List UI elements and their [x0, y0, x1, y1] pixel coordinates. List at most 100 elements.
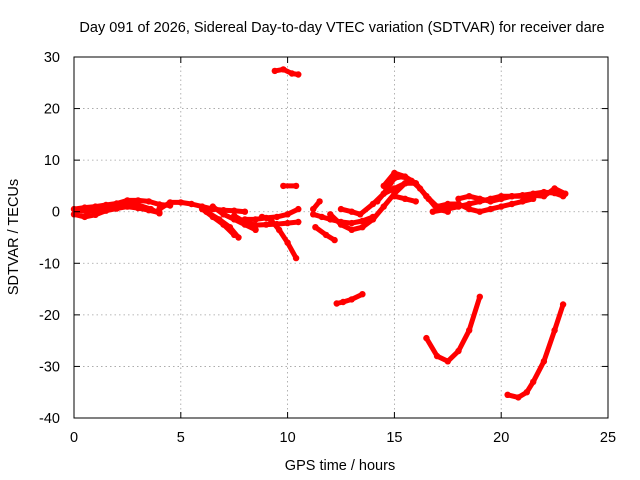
data-point: [455, 200, 462, 208]
data-point: [408, 177, 415, 184]
data-point: [498, 195, 505, 202]
data-point: [429, 208, 436, 215]
data-point: [331, 236, 338, 244]
data-point: [273, 213, 281, 221]
data-point: [444, 205, 451, 213]
data-point: [508, 193, 516, 200]
data-point: [508, 200, 516, 208]
data-point: [498, 203, 505, 210]
data-point: [339, 298, 347, 306]
data-point: [280, 182, 287, 190]
series-arc-24: [434, 196, 536, 215]
data-point: [530, 378, 537, 386]
data-point: [220, 211, 227, 218]
data-point: [96, 205, 103, 213]
data-point: [530, 192, 537, 199]
data-point: [551, 327, 558, 334]
data-point: [348, 208, 355, 215]
data-point: [425, 195, 432, 202]
data-point: [134, 197, 142, 204]
data-point: [231, 212, 238, 219]
data-point: [359, 291, 366, 298]
data-point: [226, 224, 234, 231]
data-point: [252, 226, 259, 233]
x-tick-label: 10: [280, 430, 296, 446]
data-point: [455, 195, 462, 202]
data-point: [401, 180, 409, 187]
data-point: [476, 208, 483, 215]
data-point: [122, 200, 129, 207]
data-point: [380, 203, 387, 210]
data-point: [559, 301, 567, 308]
data-point: [515, 394, 522, 401]
x-tick-label: 20: [493, 430, 509, 446]
data-point: [147, 205, 155, 213]
data-point: [292, 254, 300, 262]
data-point: [284, 219, 291, 227]
data-point: [476, 195, 483, 202]
data-point: [423, 334, 430, 342]
data-point: [466, 327, 473, 334]
data-point: [258, 213, 266, 221]
series-arc-21: [334, 291, 365, 306]
data-point: [203, 208, 210, 215]
data-point: [359, 217, 366, 225]
data-point: [466, 205, 473, 213]
data-point: [310, 205, 317, 213]
data-point: [357, 211, 364, 218]
y-axis-tick-labels: -40 -30 -20 -10 0 10 20 30: [39, 50, 60, 427]
data-point: [391, 193, 398, 200]
data-point: [318, 213, 325, 221]
data-point: [145, 198, 152, 205]
data-point: [209, 203, 216, 210]
data-point: [416, 185, 424, 192]
data-point: [241, 208, 249, 215]
data-point: [391, 185, 398, 192]
data-point: [391, 169, 398, 177]
data-point: [284, 211, 291, 218]
chart-title: Day 091 of 2026, Sidereal Day-to-day VTE…: [79, 20, 604, 36]
y-tick-label: -40: [39, 411, 60, 427]
data-point: [316, 198, 323, 205]
y-tick-label: -20: [39, 308, 60, 324]
data-point: [337, 221, 345, 228]
grid-lines: [74, 57, 608, 418]
y-tick-label: -30: [39, 359, 60, 375]
data-point: [551, 185, 558, 192]
data-series: [70, 66, 569, 401]
data-point: [412, 198, 419, 205]
data-point: [487, 205, 494, 213]
data-point: [348, 226, 355, 233]
data-point: [81, 213, 88, 221]
data-point: [241, 216, 249, 223]
data-point: [399, 173, 407, 180]
x-tick-label: 25: [600, 430, 616, 446]
y-tick-label: 20: [44, 102, 60, 118]
data-point: [504, 391, 511, 398]
data-point: [263, 221, 270, 228]
data-point: [348, 219, 355, 227]
data-point: [391, 175, 398, 182]
data-point: [280, 66, 287, 73]
x-tick-label: 15: [386, 430, 402, 446]
data-point: [327, 211, 334, 218]
data-point: [288, 70, 296, 77]
data-point: [295, 205, 302, 213]
axis-ticks: [73, 56, 609, 419]
data-point: [540, 358, 548, 365]
data-point: [109, 202, 116, 209]
x-axis-label: GPS time / hours: [285, 458, 395, 474]
data-point: [295, 71, 302, 78]
data-point: [382, 187, 390, 195]
data-point: [519, 193, 526, 200]
data-point: [466, 193, 473, 200]
data-point: [310, 211, 317, 218]
data-point: [562, 190, 569, 197]
data-point: [337, 205, 345, 213]
x-axis-tick-labels: 0 5 10 15 20 25: [70, 430, 616, 446]
data-point: [444, 358, 451, 365]
data-point: [231, 207, 238, 214]
y-tick-label: -10: [39, 256, 60, 272]
y-tick-label: 10: [44, 153, 60, 169]
